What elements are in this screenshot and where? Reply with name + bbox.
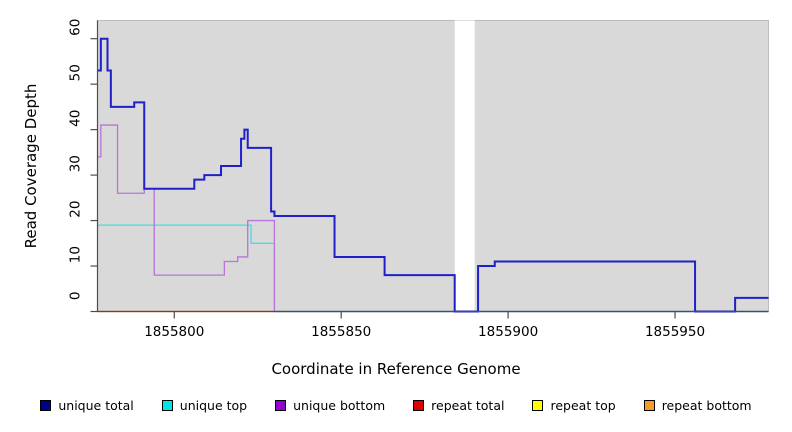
legend-swatch-icon bbox=[275, 400, 287, 411]
legend-swatch-icon bbox=[40, 400, 52, 411]
legend-label: unique top bbox=[179, 398, 248, 413]
x-tick-label: 1855800 bbox=[144, 323, 205, 340]
legend-item-unique-bottom[interactable]: unique bottom bbox=[275, 398, 385, 413]
legend-swatch-icon bbox=[532, 400, 544, 411]
x-tick-label: 1855900 bbox=[478, 323, 539, 340]
series-line-unique-bottom bbox=[97, 124, 769, 313]
legend-swatch-icon bbox=[413, 400, 425, 411]
legend-item-repeat-top[interactable]: repeat top bbox=[532, 398, 616, 413]
legend-label: unique total bbox=[58, 398, 134, 413]
legend-label: unique bottom bbox=[293, 398, 386, 413]
plot-panel-background bbox=[97, 20, 769, 312]
x-axis-title: Coordinate in Reference Genome bbox=[271, 360, 521, 378]
legend-item-unique-total[interactable]: unique total bbox=[40, 398, 134, 413]
reference-gap-band bbox=[454, 20, 475, 312]
legend-swatch-icon bbox=[643, 400, 655, 411]
legend-label: repeat top bbox=[550, 398, 616, 413]
legend-swatch-icon bbox=[161, 400, 173, 411]
legend-label: repeat bottom bbox=[661, 398, 752, 413]
series-line-unique-total bbox=[97, 37, 769, 313]
legend-item-unique-top[interactable]: unique top bbox=[161, 398, 248, 413]
x-tick-label: 1855850 bbox=[311, 323, 372, 340]
legend-label: repeat total bbox=[431, 398, 505, 413]
x-tick-label: 1855950 bbox=[644, 323, 706, 340]
legend-item-repeat-total[interactable]: repeat total bbox=[413, 398, 504, 413]
chart-legend: unique total unique top unique bottom repea… bbox=[0, 398, 792, 413]
legend-item-repeat-bottom[interactable]: repeat bottom bbox=[643, 398, 752, 413]
